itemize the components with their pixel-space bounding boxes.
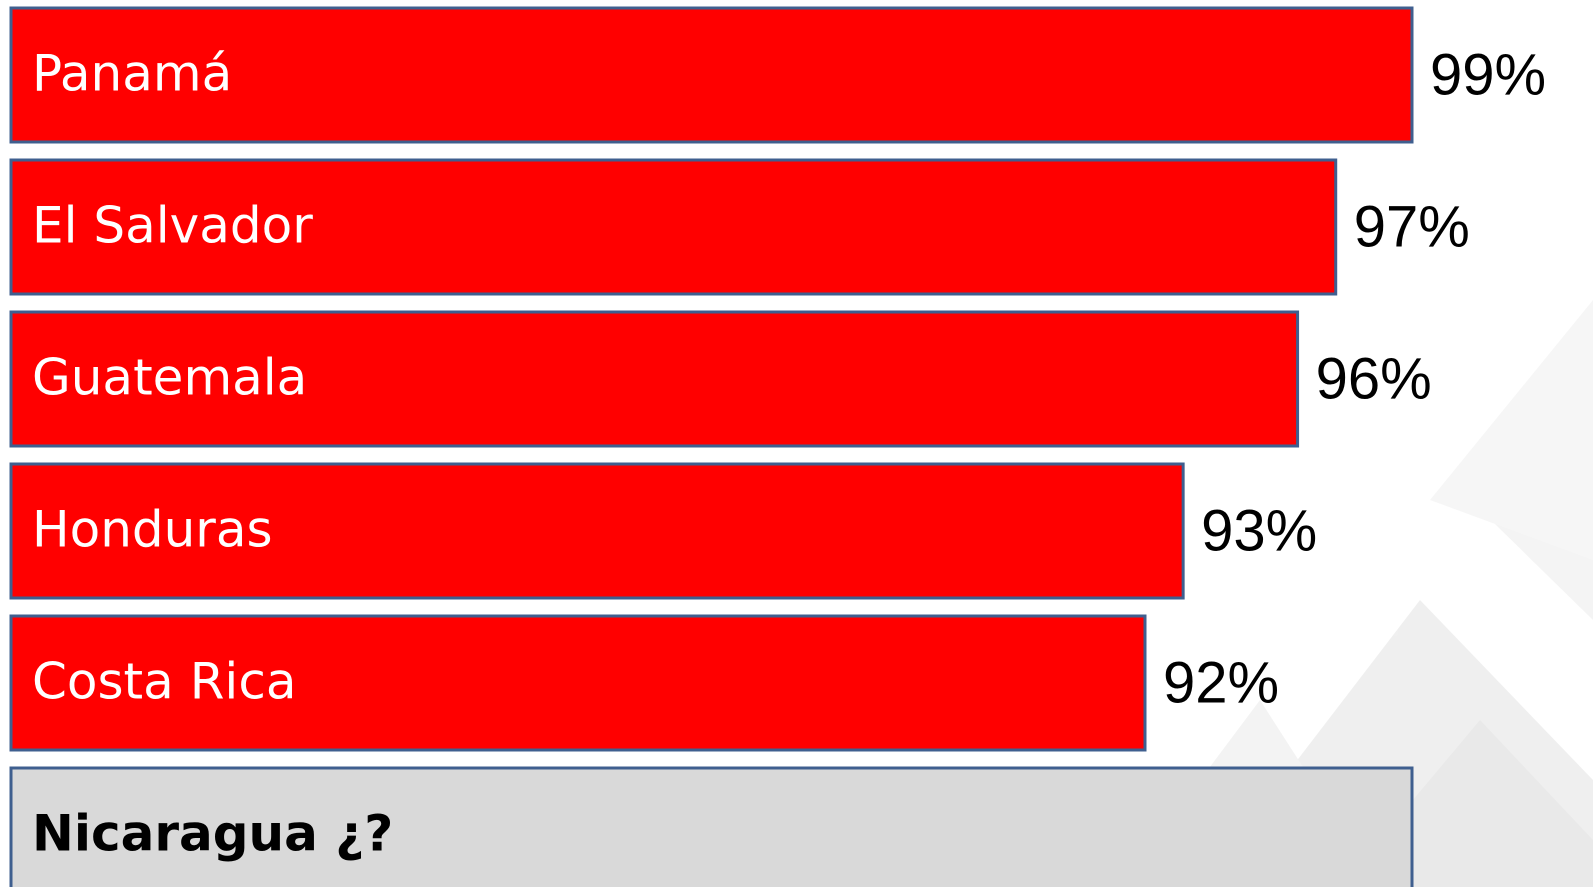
value-label: 97% (1354, 194, 1470, 259)
value-label: 99% (1430, 42, 1546, 107)
category-label: Nicaragua ¿? (32, 805, 393, 863)
category-label: Panamá (32, 45, 232, 103)
bar (9, 614, 1147, 752)
category-label: Honduras (32, 501, 273, 559)
category-label: Costa Rica (32, 653, 296, 711)
category-label: Guatemala (32, 349, 307, 407)
bar (9, 158, 1338, 296)
bar (9, 6, 1414, 144)
category-label: El Salvador (32, 197, 313, 255)
unknown-bar (9, 766, 1414, 887)
value-label: 93% (1201, 498, 1317, 563)
bar (9, 310, 1300, 448)
value-label: 96% (1316, 346, 1432, 411)
bar (9, 462, 1185, 600)
bars: Panamá 99% El Salvador 97% Guatemala 96% Hondu… (9, 6, 1546, 887)
value-label: 92% (1163, 650, 1279, 715)
